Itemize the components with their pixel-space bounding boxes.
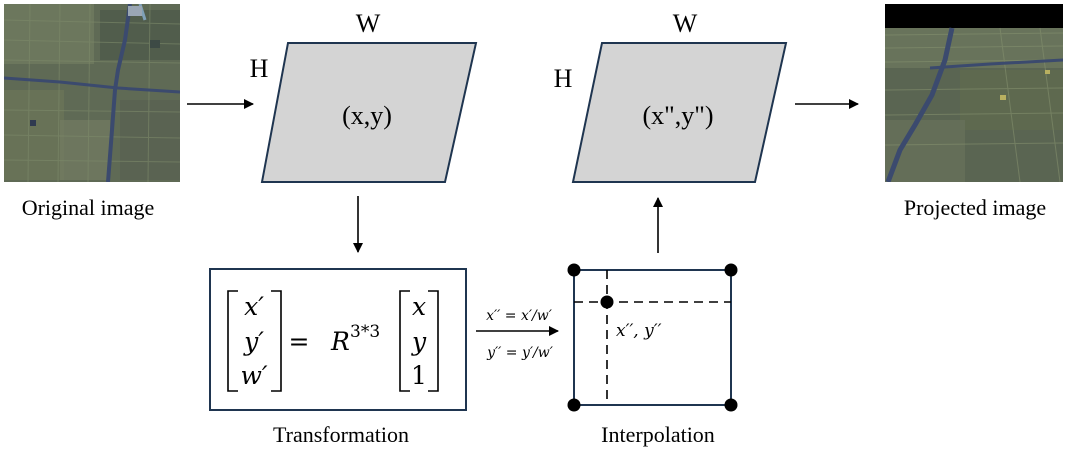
lhs-w-prime: w′ xyxy=(240,361,267,390)
input-plane-width-label: W xyxy=(356,9,381,38)
rhs-bracket-left xyxy=(399,290,410,392)
grid-corner-bottom-left xyxy=(567,398,581,412)
matrix-r: R xyxy=(330,327,350,356)
output-plane xyxy=(571,42,788,183)
lhs-bracket-right xyxy=(271,290,282,392)
grid-corner-top-right xyxy=(724,263,738,277)
lhs-bracket-left xyxy=(227,290,238,392)
rhs-y: y xyxy=(411,327,427,356)
interpolation-cell xyxy=(573,269,732,406)
transformation-equation: x′ y′ w′ = R 3*3 x y 1 xyxy=(227,290,439,392)
grid-corner-top-left xyxy=(567,263,581,277)
rhs-x: x xyxy=(412,292,426,321)
original-image-caption: Original image xyxy=(22,195,155,220)
projected-black-band xyxy=(885,4,1063,28)
matrix-r-superscript: 3*3 xyxy=(350,322,380,342)
interpolation-grid: x′′, y′′ xyxy=(567,263,738,412)
output-plane-coord: (x",y") xyxy=(642,101,713,130)
output-plane-width-label: W xyxy=(673,9,698,38)
input-plane-coord: (x,y) xyxy=(342,101,392,130)
interpolation-caption: Interpolation xyxy=(601,422,715,447)
x-normalization-eq: x′′ = x′/w′ xyxy=(486,308,553,324)
lhs-y-prime: y′ xyxy=(243,327,264,356)
input-plane xyxy=(260,42,478,183)
projected-image-caption: Projected image xyxy=(904,195,1046,220)
original-image xyxy=(4,4,180,182)
transformation-box xyxy=(209,268,467,411)
lhs-x-prime: x′ xyxy=(244,292,264,321)
transformation-caption: Transformation xyxy=(273,422,409,447)
projected-image xyxy=(885,4,1063,182)
y-normalization-eq: y′′ = y′/w′ xyxy=(486,345,554,361)
input-plane-height-label: H xyxy=(250,54,269,83)
equals-sign: = xyxy=(289,327,310,356)
interpolated-point-label: x′′, y′′ xyxy=(616,321,662,341)
interpolated-point xyxy=(600,295,614,309)
grid-corner-bottom-right xyxy=(724,398,738,412)
output-plane-height-label: H xyxy=(554,64,573,93)
rhs-one: 1 xyxy=(411,361,427,390)
rhs-bracket-right xyxy=(428,290,439,392)
